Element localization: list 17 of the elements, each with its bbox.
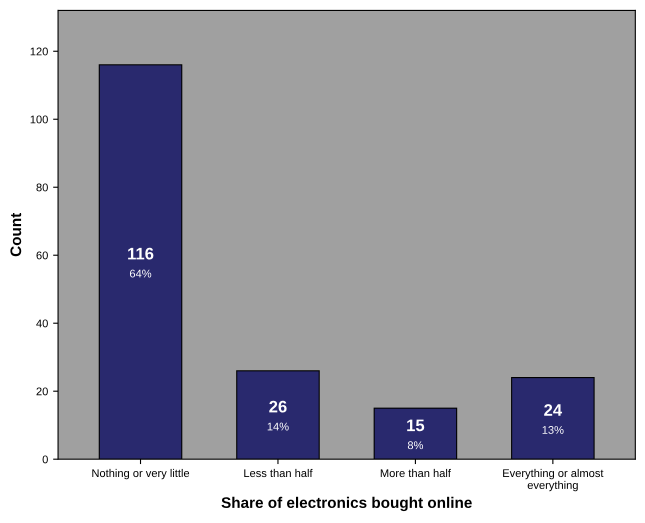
- x-tick-label: Nothing or very little: [92, 468, 190, 480]
- y-tick-label: 100: [30, 116, 48, 124]
- y-tick-label: 80: [36, 184, 48, 192]
- data-label: 26 14%: [268, 400, 289, 430]
- y-tick-label: 40: [36, 319, 48, 328]
- y-tick-label: 120: [30, 48, 48, 56]
- data-label: 24 13%: [542, 404, 564, 434]
- x-tick-label: More than half: [380, 468, 451, 478]
- y-tick-label: 20: [36, 387, 48, 396]
- x-tick-label: Less than half: [244, 468, 313, 478]
- y-tick-label: 60: [36, 251, 48, 260]
- data-label: 116 64%: [128, 248, 154, 278]
- x-axis-title: Share of electronics bought online: [222, 496, 472, 512]
- y-tick-label: 0: [42, 455, 48, 464]
- x-tick-label: Everything or almost everything: [503, 468, 604, 492]
- data-label: 15 8%: [407, 420, 424, 450]
- y-axis-title: Count: [10, 212, 22, 256]
